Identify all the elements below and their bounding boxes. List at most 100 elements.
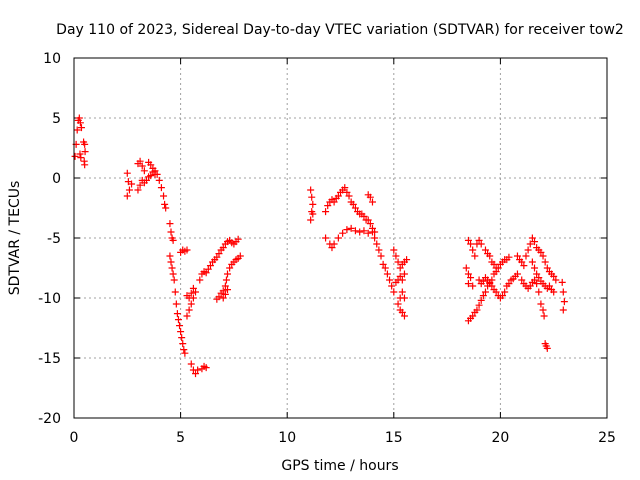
data-point: [187, 300, 195, 308]
data-point: [477, 240, 485, 248]
data-point: [364, 216, 372, 224]
data-point: [134, 186, 142, 194]
data-point: [479, 277, 487, 285]
data-point: [539, 306, 547, 314]
data-point: [177, 328, 185, 336]
series-seg6b: [462, 264, 477, 290]
data-point: [531, 276, 539, 284]
data-point: [375, 246, 383, 254]
data-point: [219, 244, 227, 252]
data-point: [138, 162, 146, 170]
data-point: [169, 236, 177, 244]
data-point: [168, 264, 176, 272]
data-point: [149, 164, 157, 172]
data-point: [183, 312, 191, 320]
data-point: [531, 264, 539, 272]
data-point: [531, 238, 539, 246]
data-point: [185, 294, 193, 302]
series-seg5a: [307, 186, 317, 224]
data-point: [396, 272, 404, 280]
data-point: [136, 181, 144, 189]
data-point: [215, 250, 223, 258]
data-point: [179, 340, 187, 348]
series-seg4c: [219, 286, 232, 302]
data-point: [537, 300, 545, 308]
series-seg2c: [134, 157, 159, 178]
data-point: [558, 278, 566, 286]
data-point: [71, 152, 79, 160]
data-point: [189, 284, 197, 292]
data-point: [76, 119, 84, 127]
data-point: [309, 200, 317, 208]
data-point: [166, 220, 174, 228]
data-point: [322, 234, 330, 242]
data-point: [560, 298, 568, 306]
data-point: [541, 258, 549, 266]
data-point: [73, 126, 81, 134]
data-point: [550, 288, 558, 296]
data-point: [373, 240, 381, 248]
chart-title: Day 110 of 2023, Sidereal Day-to-day VTE…: [56, 22, 624, 38]
data-point: [140, 167, 148, 175]
data-point: [162, 204, 170, 212]
data-point: [157, 184, 165, 192]
data-point: [204, 265, 212, 273]
data-point: [488, 282, 496, 290]
data-point: [486, 252, 494, 260]
y-tick-label: -15: [38, 351, 61, 367]
data-point: [398, 288, 406, 296]
data-point: [522, 252, 530, 260]
data-point: [234, 235, 242, 243]
data-point: [398, 276, 406, 284]
series-seg7b: [518, 276, 548, 320]
data-point: [221, 290, 229, 298]
data-point: [513, 252, 521, 260]
data-point: [123, 169, 131, 177]
data-point: [334, 234, 342, 242]
data-points: [71, 114, 568, 378]
data-point: [394, 258, 402, 266]
x-tick-label: 15: [385, 430, 403, 446]
data-point: [343, 188, 351, 196]
series-seg3c: [183, 284, 197, 302]
series-seg3b: [183, 288, 200, 320]
data-point: [167, 228, 175, 236]
data-point: [535, 288, 543, 296]
series-seg1b: [80, 138, 89, 169]
data-point: [550, 272, 558, 280]
data-point: [528, 258, 536, 266]
series-seg7d: [541, 340, 551, 352]
data-point: [366, 220, 374, 228]
data-point: [386, 276, 394, 284]
data-point: [396, 264, 404, 272]
y-tick-label: -5: [47, 231, 61, 247]
data-point: [501, 288, 509, 296]
data-point: [481, 288, 489, 296]
plot-frame: [73, 57, 608, 419]
data-point: [221, 282, 229, 290]
data-point: [360, 227, 368, 235]
series-seg6d: [475, 270, 521, 302]
data-point: [196, 276, 204, 284]
data-point: [125, 186, 133, 194]
data-point: [390, 288, 398, 296]
series-seg6c: [464, 253, 513, 325]
series-seg7e: [558, 278, 568, 314]
data-point: [403, 256, 411, 264]
data-point: [178, 334, 186, 342]
data-point: [219, 294, 227, 302]
x-tick-label: 5: [176, 430, 185, 446]
series-seg4b: [213, 252, 244, 303]
series-seg4a: [196, 235, 242, 284]
data-point: [324, 202, 332, 210]
data-point: [513, 270, 521, 278]
data-point: [481, 246, 489, 254]
series-seg3a: [166, 220, 189, 357]
data-point: [81, 148, 89, 156]
data-point: [467, 240, 475, 248]
data-point: [224, 270, 232, 278]
data-point: [224, 286, 232, 294]
data-point: [479, 292, 487, 300]
data-point: [236, 252, 244, 260]
